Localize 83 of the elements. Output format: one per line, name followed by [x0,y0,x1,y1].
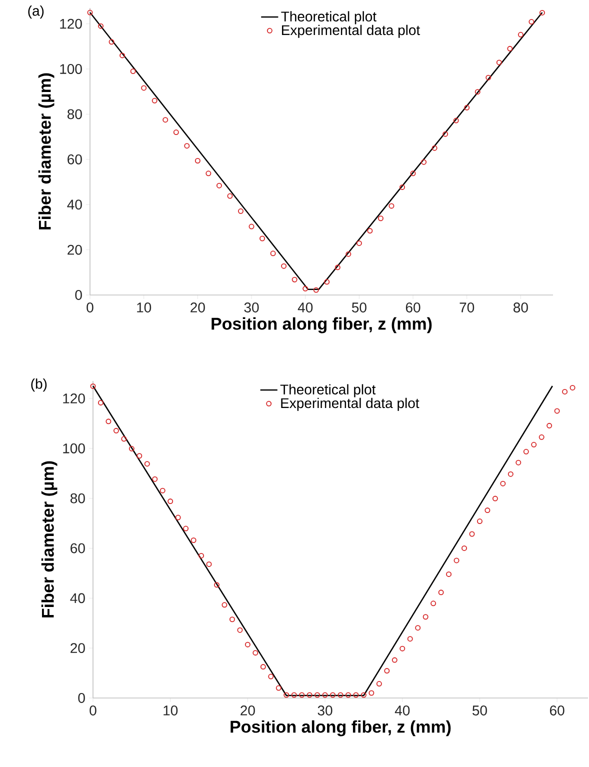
point [248,224,254,230]
x-tick-label: 40 [298,302,313,312]
point [302,286,308,292]
point [442,131,448,137]
point [206,170,212,176]
x-tick-label: 50 [352,302,366,312]
x-tick-label: 0 [90,706,96,716]
y-tick-label: 60 [68,154,82,164]
y-tick-label: 80 [70,493,85,504]
point [184,143,190,149]
x-tick-label: 0 [86,302,94,312]
x-tick-label: 30 [318,706,332,716]
y-tick-label: 100 [63,443,85,454]
point [346,251,352,257]
legend-label: Experimental data plot [282,24,420,38]
y-tick-label: 120 [60,18,82,29]
point [130,68,136,74]
legend-label: Theoretical plot [281,11,376,24]
y-axis-title: Fiber diameter (µm) [41,461,58,618]
point [292,276,298,282]
y-tick-label: 120 [63,394,85,404]
point [194,158,200,164]
point [260,236,266,242]
point [507,46,513,52]
point [378,216,384,222]
point [356,240,362,246]
point [367,228,373,234]
point [464,104,470,110]
y-tick-label: 0 [78,693,85,703]
legend-label: Experimental data plot [281,398,420,411]
y-tick-label: 40 [67,200,82,210]
point [410,170,416,176]
x-tick-label: 60 [550,706,564,716]
point [539,10,545,16]
x-tick-label: 80 [514,302,528,312]
y-tick-label: 40 [70,593,85,604]
y-axis-title: Fiber diameter (µm) [38,73,54,230]
x-axis-title: Position along fiber, z (mm) [230,720,451,736]
point [87,10,93,16]
y-tick-label: 100 [60,64,82,74]
x-tick-label: 20 [190,302,205,312]
point [281,263,287,269]
point [432,145,438,151]
point [98,23,104,29]
point [313,287,319,293]
point [270,250,276,256]
point [173,130,179,136]
text: (a) [28,6,44,19]
point [388,203,394,209]
legend-label: Theoretical plot [280,384,376,398]
point [108,39,114,45]
text: (b) [31,378,47,392]
point [141,85,147,91]
y-tick-label: 80 [68,109,82,120]
point [216,182,222,188]
y-tick-label: 20 [68,244,82,255]
x-tick-label: 70 [460,302,474,312]
point [227,193,233,199]
point [453,118,459,124]
point [474,89,480,95]
point [238,208,244,214]
y-tick-label: 60 [70,543,85,554]
point [324,279,330,285]
point [518,32,524,38]
point [421,159,427,165]
x-tick-label: 20 [240,706,255,716]
point [400,184,406,190]
point [162,117,168,123]
x-tick-label: 50 [472,706,487,716]
y-tick-label: 20 [70,643,85,654]
point [528,19,534,25]
x-axis-title: Position along fiber, z (mm) [212,317,432,334]
point [120,52,126,58]
x-tick-label: 40 [394,706,410,716]
point [496,60,502,66]
x-tick-label: 10 [164,706,178,716]
x-tick-label: 30 [244,302,259,312]
y-tick-label: 0 [75,290,82,300]
x-tick-label: 10 [137,302,152,312]
point [152,98,158,104]
x-tick-label: 60 [406,302,420,312]
point [334,264,340,270]
point [486,74,492,80]
